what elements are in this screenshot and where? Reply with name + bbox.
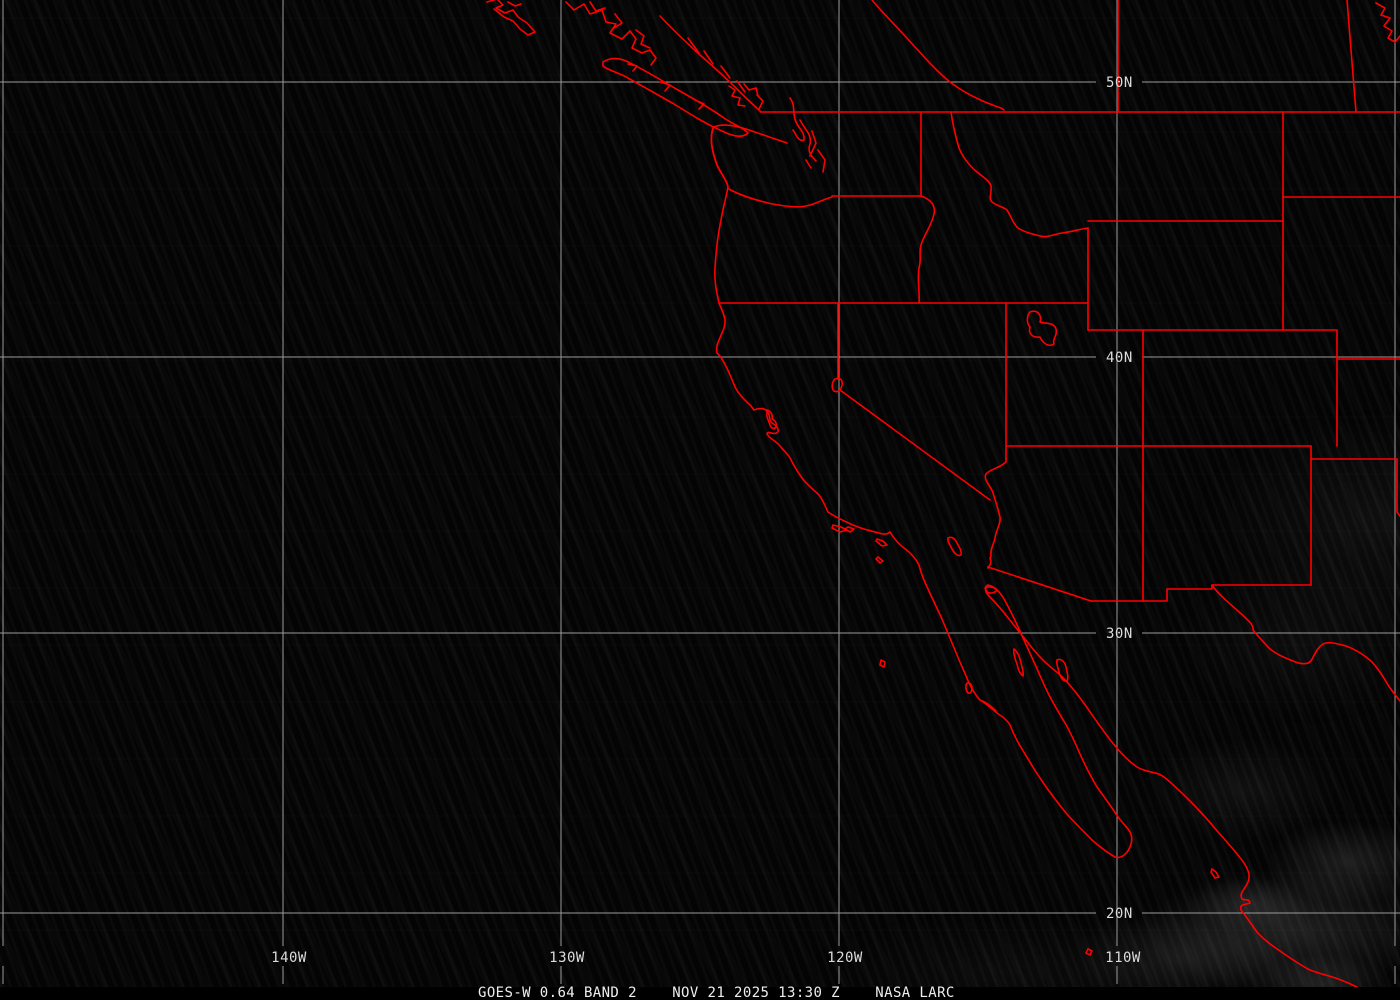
gridline-label-30N: 30N [1106, 626, 1133, 642]
gridline-label-130W: 130W [549, 950, 585, 966]
map-bc-coast-inlets [565, 1, 657, 66]
map-juan-de-fuca-south-shore [713, 124, 788, 144]
gridline-label-group: 50N 40N 30N 20N 140W 130W 120W 110W [271, 75, 1141, 966]
map-vancouver-island [602, 57, 749, 138]
map-lake-tahoe [831, 377, 843, 393]
gridline-label-40N: 40N [1106, 350, 1133, 366]
map-colorado-river-az-nv-ca [984, 445, 1007, 569]
gridline-label-110W: 110W [1105, 950, 1141, 966]
gridline-label-140W: 140W [271, 950, 307, 966]
map-columbia-river [728, 188, 833, 208]
map-saskatchewan-manitoba-border [1346, 0, 1357, 113]
map-manitoba-lakes [1375, 2, 1400, 43]
map-small-island-dot [1085, 948, 1093, 956]
gridline-label-50N: 50N [1106, 75, 1133, 91]
map-puget-sound [789, 97, 826, 173]
political-boundaries-group [486, 0, 1400, 1000]
map-san-clemente-island [875, 556, 884, 564]
map-isla-tiburon [1055, 658, 1069, 682]
map-washington-coast [710, 128, 729, 188]
map-channel-islands [831, 524, 855, 533]
map-id-mt-border [950, 111, 1089, 238]
gridline-label-20N: 20N [1106, 906, 1133, 922]
map-isla-cedros [965, 682, 973, 694]
map-colorado-delta-island [984, 586, 998, 594]
map-rio-grande [1211, 584, 1400, 702]
map-isla-guadalupe [879, 659, 886, 668]
caption-text: GOES-W 0.64 BAND 2 NOV 21 2025 13:30 Z N… [478, 985, 955, 1000]
map-vizcaino-bay-detail [979, 699, 997, 712]
map-az-mexico-border [987, 566, 1092, 602]
caption-strip [0, 987, 1400, 1000]
gridline-label-120W: 120W [827, 950, 863, 966]
map-haida-gwaii-tip [486, 0, 536, 36]
map-san-juan-islands [728, 83, 764, 110]
map-nm-mexico-border [1090, 584, 1213, 602]
map-bc-river [871, 0, 1005, 111]
map-santa-catalina-island [875, 538, 888, 547]
map-great-salt-lake [1026, 310, 1058, 347]
map-ca-nv-diagonal-border [839, 389, 991, 501]
map-sf-bay [766, 409, 778, 430]
map-snake-river-or-id [917, 195, 936, 304]
map-tx-panhandle-border-100w [1396, 458, 1400, 517]
map-west-coast-coastline [710, 127, 1387, 1000]
map-salton-sea [947, 536, 962, 557]
map-strait-georgia-mainland-coast [659, 15, 762, 113]
map-islas-marias [1210, 868, 1220, 879]
map-isla-angel-de-la-guarda [1012, 648, 1025, 677]
